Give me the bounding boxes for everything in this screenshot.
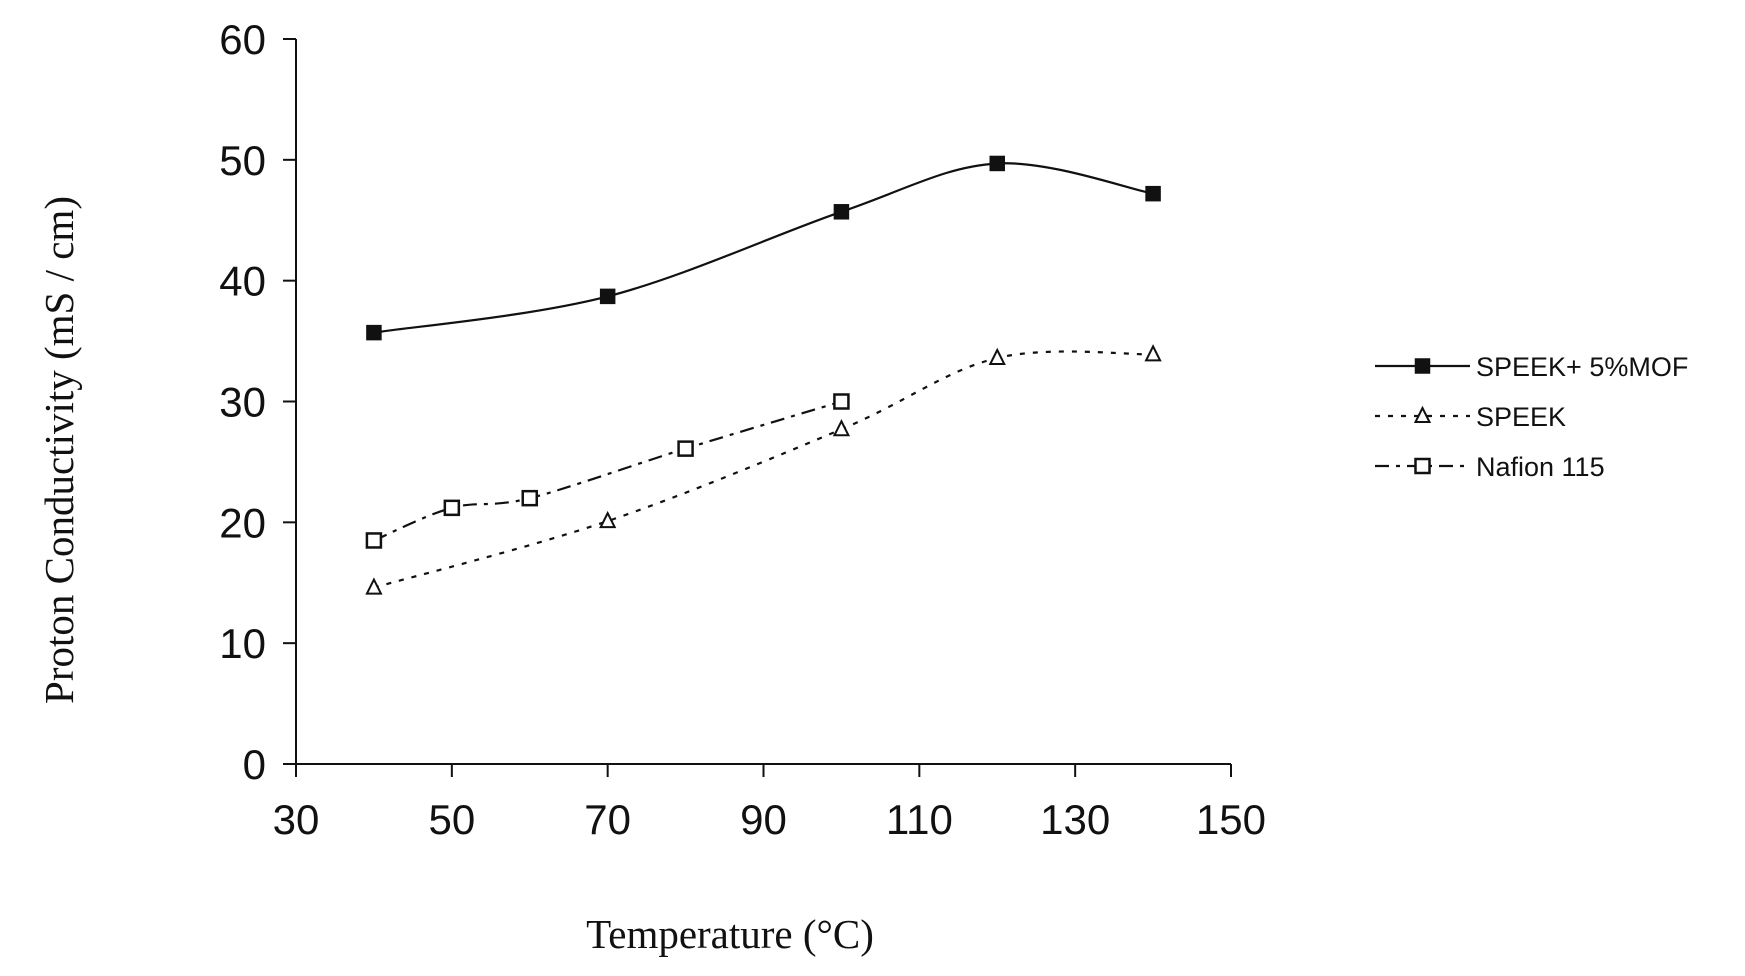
x-tick-label: 90	[740, 796, 787, 843]
x-tick-label: 150	[1196, 796, 1266, 843]
legend-label: Nafion 115	[1476, 452, 1605, 482]
x-tick-label: 70	[584, 796, 631, 843]
legend-label: SPEEK	[1476, 402, 1566, 432]
y-axis-title: Proton Conductivity (mS / cm)	[36, 196, 82, 704]
legend-marker	[1416, 459, 1430, 473]
x-tick-label: 50	[428, 796, 475, 843]
series-1	[367, 156, 1160, 339]
data-point	[523, 491, 537, 505]
chart: 30 50 70 90 110 130 150 0 10 20 30 40 50 60 SPEEK+ 5%…	[0, 0, 1745, 971]
legend-item: SPEEK	[1375, 402, 1566, 432]
chart-svg: 30 50 70 90 110 130 150 0 10 20 30 40 50 60 SPEEK+ 5%…	[0, 0, 1745, 971]
x-tick-label: 130	[1040, 796, 1110, 843]
series-line	[374, 352, 1153, 588]
y-tick-label: 20	[219, 499, 266, 546]
y-tick-label: 10	[219, 620, 266, 667]
legend-marker	[1416, 359, 1430, 373]
data-point	[834, 205, 848, 219]
data-point	[1146, 346, 1160, 360]
data-point	[834, 395, 848, 409]
series-2	[367, 346, 1160, 593]
y-tick-label: 0	[243, 741, 266, 788]
data-point	[679, 442, 693, 456]
legend-item: SPEEK+ 5%MOF	[1375, 352, 1688, 382]
data-point	[990, 350, 1004, 364]
x-tick-label: 30	[273, 796, 320, 843]
data-point	[367, 580, 381, 594]
data-point	[834, 421, 848, 435]
axes: 30 50 70 90 110 130 150 0 10 20 30 40 50 60	[219, 16, 1266, 843]
data-point	[367, 533, 381, 547]
data-point	[445, 501, 459, 515]
y-tick-label: 40	[219, 258, 266, 305]
x-tick-label: 110	[886, 796, 953, 843]
series-line	[374, 163, 1153, 332]
y-tick-label: 50	[219, 137, 266, 184]
data-point	[601, 289, 615, 303]
series-layer	[367, 156, 1160, 593]
y-tick-label: 30	[219, 379, 266, 426]
data-point	[990, 156, 1004, 170]
legend: SPEEK+ 5%MOF SPEEK Nafion 115	[1375, 352, 1688, 482]
legend-label: SPEEK+ 5%MOF	[1476, 352, 1688, 382]
legend-item: Nafion 115	[1375, 452, 1605, 482]
data-point	[1146, 187, 1160, 201]
y-tick-label: 60	[219, 16, 266, 63]
data-point	[367, 326, 381, 340]
x-axis-title: Temperature (°C)	[586, 911, 874, 957]
